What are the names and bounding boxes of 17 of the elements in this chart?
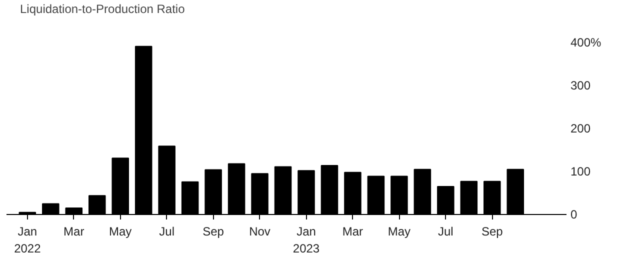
x-tick-label: Jan 2023 (292, 224, 320, 256)
x-tick-label: Jul (438, 224, 454, 238)
x-tick-label: May (109, 224, 132, 238)
text: Liquidation-to-Production Ratio (20, 2, 185, 16)
y-tick-label: 400% (570, 36, 602, 50)
y-tick-label: 0 (570, 208, 578, 222)
y-tick-label: 200 (570, 122, 591, 136)
x-tick-label: Nov (249, 224, 270, 238)
y-tick-label: 300 (570, 78, 591, 92)
x-tick-label: Jul (159, 224, 175, 238)
x-tick-label: Mar (342, 224, 364, 238)
x-tick-label: Mar (64, 224, 84, 238)
x-tick-label: Sep (202, 224, 224, 238)
x-tick-label: Sep (481, 224, 504, 238)
x-tick-label: May (388, 224, 411, 238)
y-tick-label: 100 (570, 164, 591, 178)
x-tick-label: Jan 2022 (14, 224, 42, 256)
